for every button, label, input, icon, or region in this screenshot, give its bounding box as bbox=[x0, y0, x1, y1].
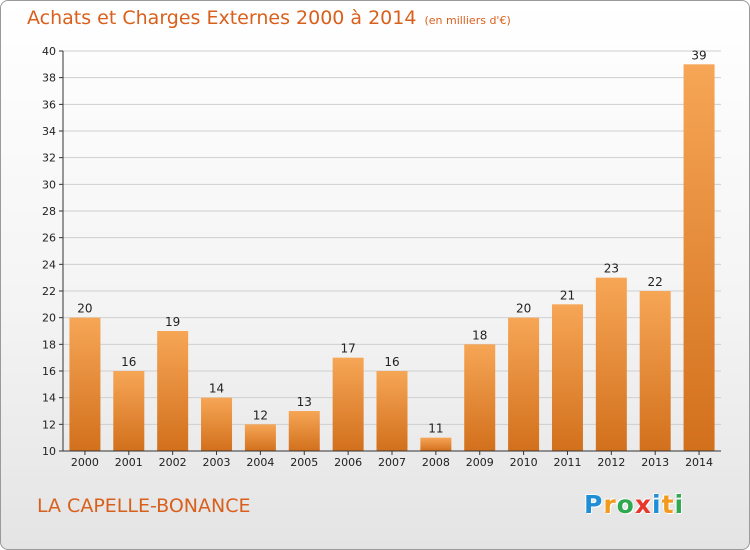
x-tick-label: 2008 bbox=[422, 456, 450, 469]
labels: 10 12 14 16 18 20 22 24 26 28 30 32 34 36 38 40 20 2000 16… bbox=[42, 45, 713, 469]
y-tick-label: 14 bbox=[42, 392, 56, 405]
proxiti-logo: Proxiti bbox=[584, 490, 684, 519]
chart-title-text: Achats et Charges Externes 2000 à 2014 bbox=[27, 7, 417, 29]
x-tick-label: 2014 bbox=[685, 456, 713, 469]
data-label: 17 bbox=[340, 342, 355, 356]
axes bbox=[59, 50, 721, 455]
x-tick-label: 2007 bbox=[378, 456, 406, 469]
data-label: 20 bbox=[77, 302, 92, 316]
commune-name: LA CAPELLE-BONANCE bbox=[37, 495, 251, 517]
x-tick-label: 2004 bbox=[246, 456, 274, 469]
x-tick-label: 2002 bbox=[159, 456, 187, 469]
chart-title: Achats et Charges Externes 2000 à 2014 (e… bbox=[27, 7, 511, 29]
x-tick-label: 2012 bbox=[597, 456, 625, 469]
bar bbox=[551, 304, 583, 451]
bar bbox=[113, 371, 145, 451]
data-label: 21 bbox=[560, 288, 575, 302]
bar bbox=[157, 331, 189, 451]
x-tick-label: 2009 bbox=[466, 456, 494, 469]
logo-letter: o bbox=[616, 490, 635, 519]
logo-letter: i bbox=[652, 490, 662, 519]
y-tick-label: 30 bbox=[42, 178, 56, 191]
bar bbox=[201, 397, 233, 451]
data-label: 11 bbox=[428, 422, 443, 436]
data-label: 12 bbox=[253, 408, 268, 422]
y-tick-label: 36 bbox=[42, 98, 56, 111]
x-tick-label: 2010 bbox=[510, 456, 538, 469]
data-label: 19 bbox=[165, 315, 180, 329]
bar bbox=[288, 411, 320, 451]
logo-letter: r bbox=[603, 490, 617, 519]
y-tick-label: 38 bbox=[42, 72, 56, 85]
data-label: 16 bbox=[384, 355, 399, 369]
logo-letter: t bbox=[661, 490, 675, 519]
y-tick-label: 10 bbox=[42, 445, 56, 458]
y-tick-label: 24 bbox=[42, 258, 56, 271]
y-tick-label: 20 bbox=[42, 312, 56, 325]
y-tick-label: 18 bbox=[42, 338, 56, 351]
logo-letter: i bbox=[674, 490, 685, 519]
logo-letter: P bbox=[584, 490, 604, 519]
y-tick-label: 40 bbox=[42, 45, 56, 58]
y-tick-label: 26 bbox=[42, 232, 56, 245]
chart-unit: (en milliers d'€) bbox=[424, 14, 511, 27]
bar bbox=[464, 344, 496, 451]
data-label: 23 bbox=[604, 262, 619, 276]
bar bbox=[332, 357, 364, 451]
bar bbox=[639, 291, 671, 451]
data-label: 16 bbox=[121, 355, 136, 369]
data-label: 14 bbox=[209, 382, 224, 396]
x-tick-label: 2000 bbox=[71, 456, 99, 469]
y-tick-label: 22 bbox=[42, 285, 56, 298]
y-tick-label: 28 bbox=[42, 205, 56, 218]
x-tick-label: 2001 bbox=[115, 456, 143, 469]
y-tick-label: 32 bbox=[42, 152, 56, 165]
data-label: 39 bbox=[691, 48, 706, 62]
y-tick-label: 12 bbox=[42, 418, 56, 431]
x-tick-label: 2011 bbox=[553, 456, 581, 469]
x-tick-label: 2006 bbox=[334, 456, 362, 469]
data-label: 13 bbox=[297, 395, 312, 409]
data-label: 20 bbox=[516, 302, 531, 316]
bar bbox=[69, 317, 101, 451]
x-tick-label: 2005 bbox=[290, 456, 318, 469]
x-tick-label: 2013 bbox=[641, 456, 669, 469]
y-tick-label: 16 bbox=[42, 365, 56, 378]
bar bbox=[376, 371, 408, 451]
y-tick-label: 34 bbox=[42, 125, 56, 138]
bar bbox=[244, 424, 276, 451]
bar bbox=[595, 277, 627, 451]
data-label: 22 bbox=[648, 275, 663, 289]
bars bbox=[69, 64, 715, 452]
x-tick-label: 2003 bbox=[203, 456, 231, 469]
bar bbox=[683, 64, 715, 452]
bar bbox=[420, 437, 452, 451]
logo-letter: x bbox=[634, 490, 652, 519]
bar bbox=[508, 317, 540, 451]
data-label: 18 bbox=[472, 328, 487, 342]
